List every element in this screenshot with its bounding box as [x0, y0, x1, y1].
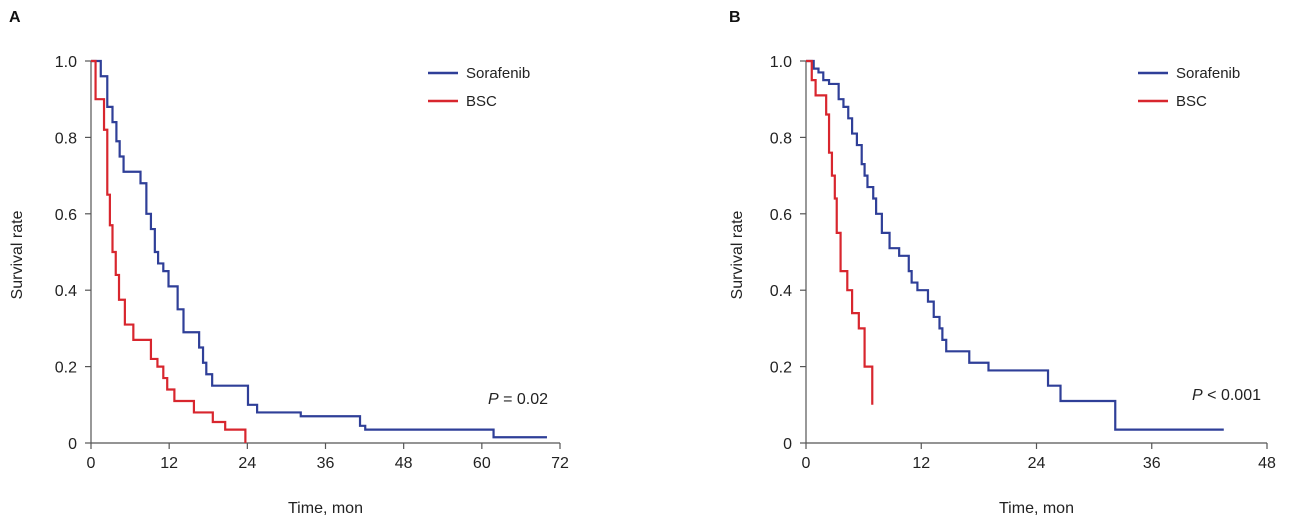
legend-label: Sorafenib: [1176, 65, 1240, 82]
y-tick-label: 0.2: [55, 360, 77, 377]
x-tick-label: 0: [802, 455, 811, 472]
y-tick-label: 0.2: [770, 360, 792, 377]
y-axis-title: Survival rate: [9, 210, 26, 299]
x-tick-label: 60: [473, 455, 491, 472]
y-tick-label: 0.8: [770, 130, 792, 147]
legend-label: BSC: [1176, 93, 1207, 110]
km-curve-bsc: [91, 59, 247, 443]
x-axis-title: Time, mon: [288, 500, 363, 517]
x-axis-title: Time, mon: [999, 500, 1074, 517]
y-tick-label: 0: [68, 436, 77, 453]
p-value-label: P = 0.02: [488, 391, 548, 408]
y-tick-label: 1.0: [770, 54, 792, 71]
x-tick-label: 24: [238, 455, 256, 472]
y-tick-label: 0.4: [55, 283, 77, 300]
y-tick-label: 0.6: [55, 207, 77, 224]
y-tick-label: 0.4: [770, 283, 792, 300]
y-tick-label: 1.0: [55, 54, 77, 71]
p-value-label: P < 0.001: [1192, 387, 1261, 404]
km-chart-a: A 0 12 24 36 48 60 72 0 0.2 0.4 0.6 0.8 1.0 Time, mon S…: [9, 9, 569, 517]
x-tick-label: 72: [551, 455, 569, 472]
x-tick-label: 48: [395, 455, 413, 472]
x-tick-label: 36: [317, 455, 335, 472]
panel-label: A: [9, 9, 21, 26]
x-tick-label: 36: [1143, 455, 1161, 472]
y-tick-label: 0: [783, 436, 792, 453]
chart-panel-a: A 0 12 24 36 48 60 72 0 0.2 0.4 0.6 0.8 1.0 Time, mon S…: [0, 0, 648, 521]
x-tick-label: 24: [1028, 455, 1046, 472]
x-tick-label: 12: [912, 455, 930, 472]
km-curve-bsc: [806, 59, 874, 405]
km-chart-b: B 0 12 24 36 48 0 0.2 0.4 0.6 0.8 1.0 Time, mon Survi…: [729, 9, 1276, 517]
y-axis-title: Survival rate: [729, 210, 746, 299]
panel-label: B: [729, 9, 741, 26]
x-tick-label: 12: [160, 455, 178, 472]
x-tick-label: 48: [1258, 455, 1276, 472]
legend-label: Sorafenib: [466, 65, 530, 82]
chart-panel-b: B 0 12 24 36 48 0 0.2 0.4 0.6 0.8 1.0 Time, mon Survi…: [648, 0, 1297, 521]
x-tick-label: 0: [87, 455, 96, 472]
y-tick-label: 0.6: [770, 207, 792, 224]
km-curve-sorafenib: [806, 59, 1224, 431]
km-curve-sorafenib: [91, 59, 547, 439]
y-tick-label: 0.8: [55, 130, 77, 147]
legend-label: BSC: [466, 93, 497, 110]
